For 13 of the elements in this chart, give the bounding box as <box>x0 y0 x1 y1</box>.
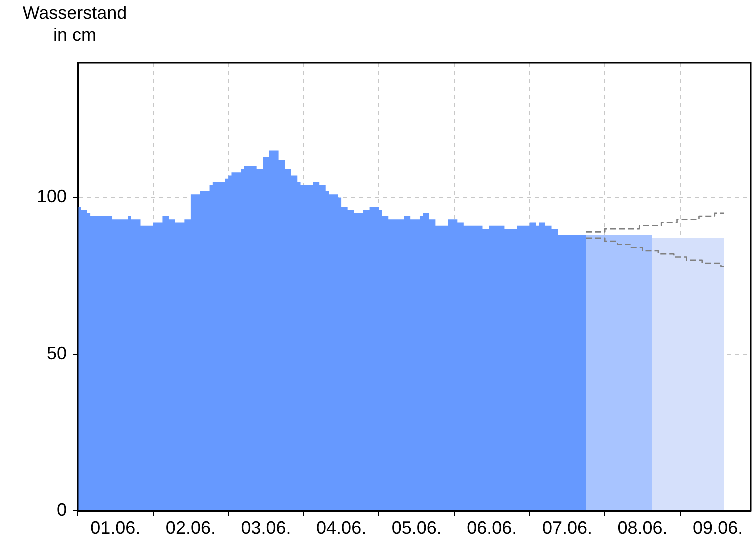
x-tick-label: 05.06. <box>392 518 442 538</box>
y-tick-label: 0 <box>56 500 67 520</box>
y-axis-title: Wasserstand in cm <box>22 2 128 46</box>
x-tick-label: 02.06. <box>166 518 216 538</box>
x-tick-label: 06.06. <box>467 518 518 538</box>
x-tick-label: 08.06. <box>618 518 668 538</box>
y-tick-label: 100 <box>36 186 67 207</box>
x-tick-label: 04.06. <box>316 518 367 538</box>
x-tick-label: 01.06. <box>90 518 141 538</box>
x-tick-label: 09.06. <box>693 518 744 538</box>
y-tick-label: 50 <box>46 343 67 364</box>
x-tick-label: 03.06. <box>241 518 292 538</box>
x-tick-label: 07.06. <box>542 518 592 538</box>
